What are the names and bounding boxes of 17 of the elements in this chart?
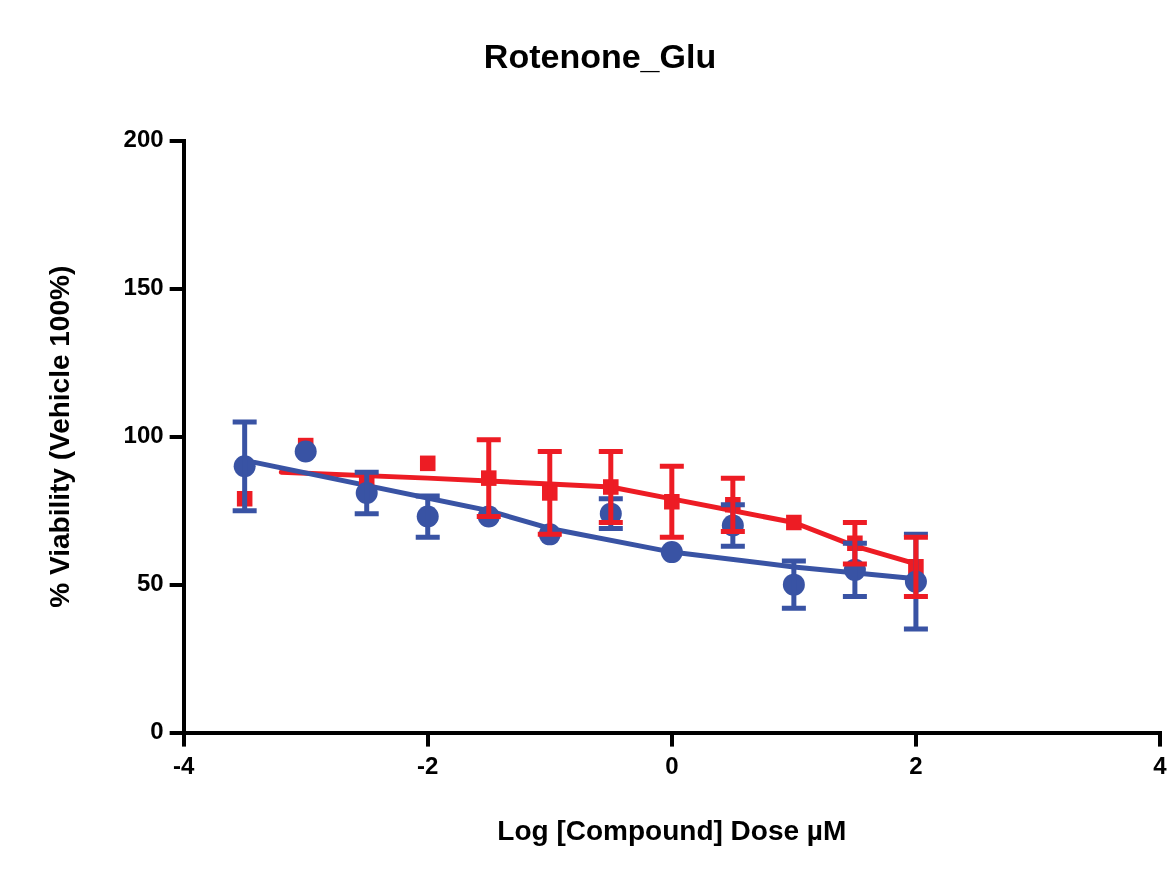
x-tick-label: -4 — [172, 751, 195, 779]
y-tick-label: 200 — [123, 125, 164, 153]
point — [786, 514, 802, 531]
y-axis-title: % Viability (Vehicle 100%) — [43, 265, 75, 608]
x-axis-title: Log [Compound] Dose µM — [497, 814, 847, 846]
x-tick-label: 2 — [909, 751, 923, 779]
point — [294, 440, 317, 463]
y-tick-label: 100 — [123, 421, 164, 449]
x-tick-label: 0 — [665, 751, 679, 779]
x-tick-label: -2 — [417, 751, 439, 779]
y-tick-label: 0 — [150, 717, 164, 745]
x-tick-label: 4 — [1153, 751, 1168, 779]
y-tick-label: 50 — [136, 569, 164, 597]
y-tick-label: 150 — [123, 273, 164, 301]
point — [660, 541, 683, 564]
chart-title: Rotenone_Glu — [483, 36, 717, 75]
point — [419, 455, 436, 472]
